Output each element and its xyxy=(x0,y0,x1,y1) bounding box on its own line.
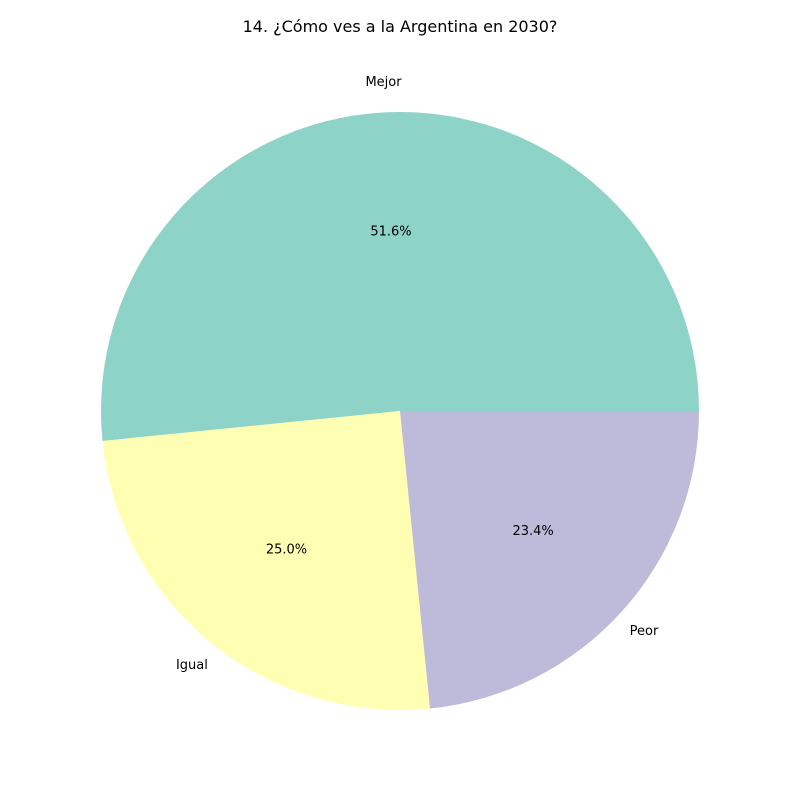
slice-label-mejor: Mejor xyxy=(365,75,402,90)
pie-slice-mejor xyxy=(101,111,700,442)
slice-label-igual: Igual xyxy=(176,658,208,673)
pct-label-peor: 23.4% xyxy=(512,524,553,539)
slice-label-peor: Peor xyxy=(630,624,659,639)
pct-label-mejor: 51.6% xyxy=(370,224,411,239)
pie-labels: Mejor 51.6% Igual 25.0% Peor 23.4% xyxy=(176,75,659,673)
pie-slice-peor xyxy=(400,411,699,709)
pie-slice-igual xyxy=(102,411,431,710)
pie-slices xyxy=(101,111,700,710)
pct-label-igual: 25.0% xyxy=(266,542,307,557)
chart-title: 14. ¿Cómo ves a la Argentina en 2030? xyxy=(243,17,558,36)
